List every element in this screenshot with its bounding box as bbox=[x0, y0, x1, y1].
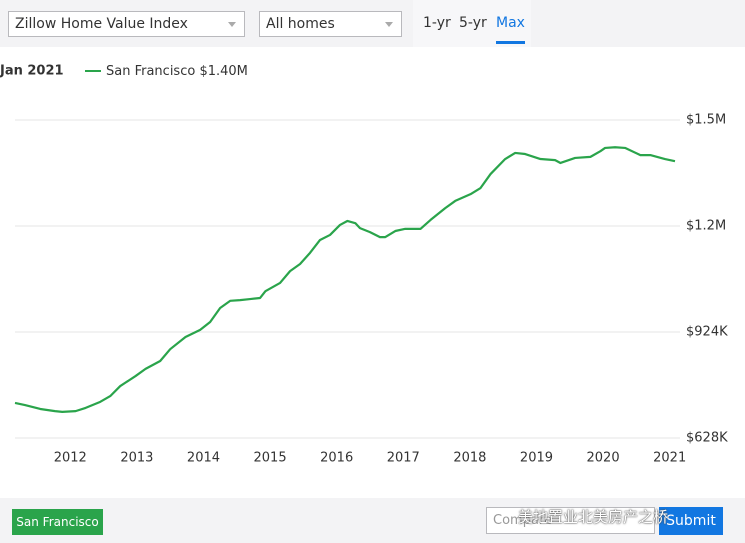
home-type-dropdown[interactable]: All homes bbox=[259, 11, 402, 37]
legend-value: $1.40M bbox=[199, 64, 247, 79]
x-tick-label: 2012 bbox=[54, 451, 87, 466]
metric-text: Zillow Home Value Index bbox=[15, 16, 188, 32]
legend-entry: San Francisco $1.40M bbox=[106, 64, 248, 79]
chart: Jan 2021 San Francisco $1.40M $628K $924K… bbox=[0, 64, 728, 466]
range-tab[interactable]: 5-yr bbox=[459, 15, 487, 31]
x-tick-label: 2020 bbox=[587, 451, 620, 466]
y-tick-label: $1.2M bbox=[686, 219, 726, 234]
x-tick-label: 2014 bbox=[187, 451, 220, 466]
price-line bbox=[14, 146, 676, 413]
x-tick-label: 2021 bbox=[653, 451, 686, 466]
y-tick-label: $1.5M bbox=[686, 113, 726, 128]
home-type-text: All homes bbox=[266, 16, 335, 32]
range-tab[interactable]: Max bbox=[496, 15, 525, 44]
x-tick-label: 2013 bbox=[120, 451, 153, 466]
range-tabs: 1-yr 5-yr Max bbox=[413, 0, 531, 47]
submit-button[interactable]: Submit bbox=[659, 507, 723, 535]
metric-dropdown[interactable]: Zillow Home Value Index bbox=[8, 11, 245, 37]
compare-input[interactable]: Compare bbox=[486, 507, 655, 534]
y-tick-label: $628K bbox=[686, 431, 728, 446]
x-tick-label: 2016 bbox=[320, 451, 353, 466]
range-tab[interactable]: 1-yr bbox=[423, 15, 451, 31]
x-tick-label: 2015 bbox=[254, 451, 287, 466]
x-tick-label: 2017 bbox=[387, 451, 420, 466]
x-tick-label: 2019 bbox=[520, 451, 553, 466]
region-button[interactable]: San Francisco bbox=[12, 509, 103, 535]
current-date: Jan 2021 bbox=[0, 64, 64, 79]
x-tick-label: 2018 bbox=[453, 451, 486, 466]
legend-name: San Francisco bbox=[106, 64, 195, 79]
y-tick-label: $924K bbox=[686, 325, 728, 340]
watermark: 美地置业北美房产之桥 bbox=[518, 508, 669, 526]
